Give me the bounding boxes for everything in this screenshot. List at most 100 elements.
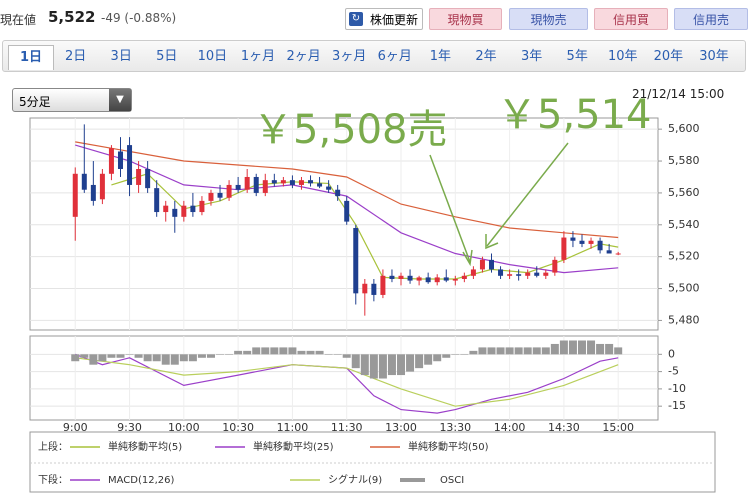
period-tab[interactable]: 2日 — [64, 49, 87, 64]
legend-label: シグナル(9) — [328, 473, 382, 486]
period-tab[interactable]: 6ヶ月 — [377, 49, 412, 64]
period-tab[interactable]: 10年 — [608, 49, 638, 64]
sell-button[interactable]: 現物売 — [509, 8, 588, 30]
osci-bar — [487, 347, 496, 355]
osci-bar — [424, 354, 433, 365]
period-tab[interactable]: 2年 — [475, 49, 497, 64]
period-tab[interactable]: 5年 — [566, 49, 588, 64]
margin-sell-button[interactable]: 信用売 — [674, 8, 748, 30]
period-tab[interactable]: 30年 — [699, 49, 729, 64]
osci-bar — [406, 354, 415, 372]
y-tick-label: 5,520 — [668, 250, 700, 263]
legend-label: MACD(12,26) — [108, 475, 175, 486]
candle-body — [615, 253, 621, 255]
y-tick-label: -15 — [668, 399, 686, 412]
candle-body — [199, 200, 205, 213]
legend-label: 単純移動平均(5) — [108, 440, 182, 453]
main-panel — [29, 117, 659, 331]
osci-bar — [71, 354, 80, 362]
indicator-line — [111, 173, 619, 280]
annotation: ￥5,508売 — [253, 107, 448, 153]
candle-body — [525, 272, 531, 276]
arrow-head — [462, 249, 473, 267]
osci-bar — [179, 354, 188, 362]
period-tab[interactable]: 1年 — [429, 49, 452, 64]
period-tab[interactable]: 20年 — [653, 49, 684, 64]
osci-bar — [243, 350, 252, 355]
x-tick-label: 14:00 — [494, 421, 526, 434]
sub-panel — [29, 335, 659, 421]
period-tab[interactable]: 1日 — [8, 45, 54, 70]
candle-body — [280, 180, 286, 184]
candle-body — [262, 180, 268, 193]
candle-body — [72, 173, 78, 217]
x-tick-label: 10:30 — [222, 421, 254, 434]
osci-bar — [297, 350, 306, 355]
osci-bar — [460, 354, 469, 355]
candle-body — [172, 208, 178, 217]
candle-body — [190, 205, 196, 213]
candle-body — [380, 275, 386, 295]
osci-bar — [559, 340, 568, 355]
candle-body — [579, 240, 585, 244]
osci-bar — [80, 354, 89, 358]
osci-bar — [451, 354, 460, 355]
candle-body — [443, 277, 449, 281]
interval-select[interactable]: 5分足 ▼ — [12, 88, 132, 112]
osci-bar — [369, 354, 378, 379]
x-tick-label: 11:00 — [277, 421, 309, 434]
annotation: ￥5,514 — [497, 92, 652, 138]
candle-body — [181, 205, 187, 217]
candle-body — [308, 180, 314, 184]
period-tab[interactable]: 5日 — [156, 49, 178, 64]
osci-bar — [568, 340, 577, 355]
osci-bar — [279, 347, 288, 355]
period-tab[interactable]: 3ヶ月 — [332, 49, 367, 64]
legend-label: 単純移動平均(25) — [253, 440, 334, 453]
osci-bar — [333, 354, 342, 355]
margin-buy-button[interactable]: 信用買 — [594, 8, 668, 30]
candle-body — [253, 176, 259, 193]
candle-body — [208, 192, 214, 201]
y-tick-label: 5,560 — [668, 186, 700, 199]
period-tab[interactable]: 1ヶ月 — [240, 49, 276, 64]
refresh-button[interactable]: ↻ 株価更新 — [345, 8, 423, 30]
candle-body — [389, 275, 395, 279]
candle-body — [588, 240, 594, 244]
candle-body — [362, 283, 368, 294]
candle-body — [127, 145, 133, 185]
osci-bar — [134, 354, 143, 358]
osci-bar — [152, 354, 161, 362]
candle-body — [461, 275, 467, 279]
candle-body — [226, 184, 232, 198]
osci-bar — [270, 347, 279, 355]
candle-body — [298, 180, 304, 185]
candle-body — [335, 189, 341, 197]
osci-bar — [397, 354, 406, 376]
indicator-line — [75, 357, 619, 407]
candle-body — [235, 184, 241, 190]
osci-bar — [170, 354, 179, 365]
candle-body — [534, 272, 540, 276]
osci-bar — [532, 347, 541, 355]
period-tab[interactable]: 3日 — [110, 49, 132, 64]
candle-body — [145, 169, 151, 189]
candle-body — [326, 186, 332, 190]
period-tab[interactable]: 2ヶ月 — [286, 49, 321, 64]
candle-body — [353, 227, 359, 294]
buy-button[interactable]: 現物買 — [429, 8, 502, 30]
osci-bar — [478, 347, 487, 355]
y-tick-label: 5,480 — [668, 313, 700, 326]
candle-body — [507, 274, 513, 276]
period-tab[interactable]: 10日 — [197, 49, 228, 64]
x-tick-label: 11:30 — [331, 421, 363, 434]
osci-bar — [523, 347, 532, 355]
timestamp: 21/12/14 15:00 — [632, 87, 725, 101]
period-tab[interactable]: 3年 — [520, 49, 543, 64]
legend-title: 上段： — [38, 440, 68, 453]
button-label: 株価更新 — [369, 13, 418, 27]
candle-body — [498, 269, 504, 276]
osci-bar — [234, 350, 243, 355]
